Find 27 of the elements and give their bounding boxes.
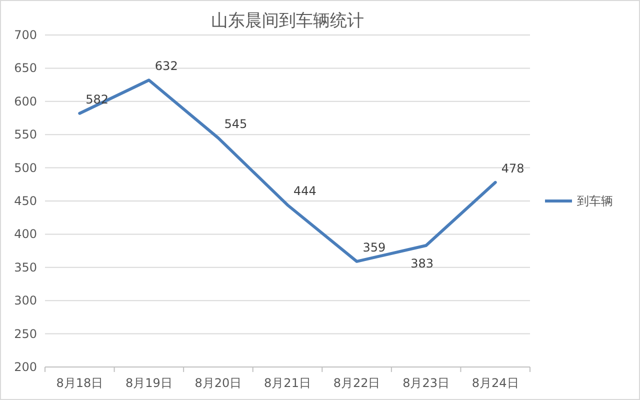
legend-label: 到车辆 <box>577 194 613 208</box>
y-tick-label: 650 <box>14 61 37 76</box>
data-label: 383 <box>410 256 434 270</box>
x-tick-label: 8月22日 <box>333 376 380 390</box>
data-label: 359 <box>362 240 386 254</box>
y-tick-label: 600 <box>14 94 37 108</box>
y-tick-label: 550 <box>14 128 37 142</box>
data-label: 632 <box>154 59 178 74</box>
y-tick-label: 300 <box>14 294 37 308</box>
x-tick-label: 8月24日 <box>472 376 519 390</box>
y-tick-label: 500 <box>14 160 37 175</box>
data-label: 444 <box>294 184 316 198</box>
data-label: 582 <box>86 92 109 106</box>
x-tick-label: 8月18日 <box>56 376 104 390</box>
y-tick-label: 400 <box>14 227 37 242</box>
x-tick-label: 8月21日 <box>264 376 311 390</box>
y-tick-label: 450 <box>14 194 37 208</box>
x-tick-label: 8月23日 <box>402 376 450 390</box>
y-tick-label: 700 <box>14 28 37 42</box>
y-tick-label: 250 <box>14 326 37 341</box>
data-label: 478 <box>501 161 524 176</box>
data-label: 545 <box>224 116 248 131</box>
x-tick-label: 8月20日 <box>194 376 242 390</box>
y-tick-label: 350 <box>14 260 37 274</box>
x-tick-label: 8月19日 <box>125 376 172 390</box>
y-tick-label: 200 <box>14 360 37 374</box>
chart-title: 山东晨间到车辆统计 <box>211 11 364 31</box>
